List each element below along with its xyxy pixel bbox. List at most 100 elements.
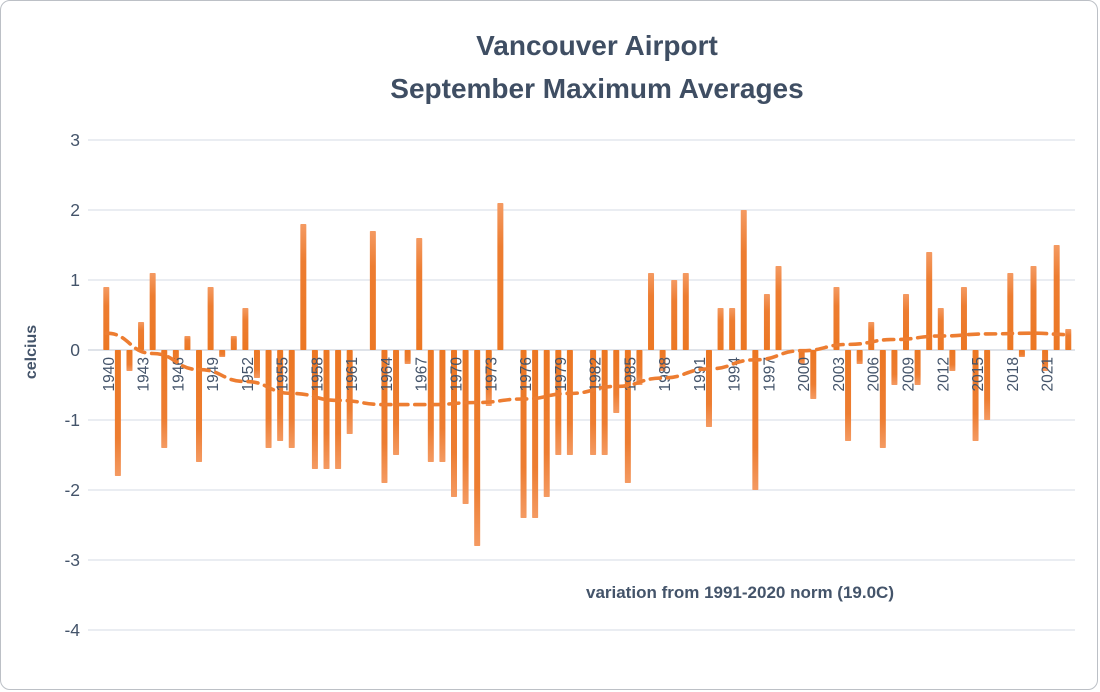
x-tick-label: 1967 xyxy=(414,357,431,391)
bar-1953 xyxy=(253,350,260,378)
bar-1955 xyxy=(277,350,284,441)
x-tick-label: 2003 xyxy=(831,357,848,391)
bar-2011 xyxy=(926,252,933,350)
chart-title-line1: Vancouver Airport xyxy=(476,30,718,61)
x-tick-label: 1949 xyxy=(205,357,222,391)
gridlines xyxy=(88,139,1075,631)
bar-1976 xyxy=(520,350,527,518)
bar-1961 xyxy=(346,350,353,434)
bar-1990 xyxy=(682,273,689,350)
bar-1948 xyxy=(196,350,203,462)
bar-2023 xyxy=(1065,329,1072,350)
bar-1982 xyxy=(590,350,597,455)
bar-2020 xyxy=(1030,266,1037,350)
bar-1986 xyxy=(636,350,643,385)
bar-2003 xyxy=(833,287,840,350)
bar-1954 xyxy=(265,350,272,448)
bar-1968 xyxy=(427,350,434,462)
x-tick-label: 2009 xyxy=(901,357,918,391)
x-tick-label: 1961 xyxy=(344,357,361,391)
x-tick-label: 2000 xyxy=(796,357,813,392)
x-tick-label: 1970 xyxy=(449,357,466,392)
bar-1998 xyxy=(775,266,782,350)
bar-1984 xyxy=(613,350,620,413)
x-tick-label: 2018 xyxy=(1005,357,1022,391)
bar-1997 xyxy=(763,294,770,350)
bar-1940 xyxy=(103,287,110,350)
bar-2016 xyxy=(984,350,991,420)
bar-1993 xyxy=(717,308,724,350)
bar-1965 xyxy=(393,350,400,455)
y-tick-label: 1 xyxy=(70,270,80,290)
bar-1978 xyxy=(543,350,550,497)
bar-2008 xyxy=(891,350,898,385)
bar-1960 xyxy=(335,350,342,469)
bar-1972 xyxy=(474,350,481,546)
bar-1942 xyxy=(126,350,133,371)
y-tick-label: -2 xyxy=(64,480,80,500)
x-tick-label: 1946 xyxy=(170,357,187,391)
bar-1970 xyxy=(451,350,457,497)
bar-2014 xyxy=(960,287,967,350)
bar-1950 xyxy=(219,350,226,357)
bar-2001 xyxy=(810,350,817,399)
bar-1964 xyxy=(381,350,388,483)
bar-2018 xyxy=(1007,273,1014,350)
bar-1951 xyxy=(230,336,237,350)
x-tick-label: 1964 xyxy=(379,357,396,392)
bar-2021 xyxy=(1042,350,1049,371)
bar-1987 xyxy=(648,273,655,350)
bar-1996 xyxy=(752,350,759,490)
footnote: variation from 1991-2020 norm (19.0C) xyxy=(585,583,894,602)
x-tick-label: 1979 xyxy=(553,357,570,391)
x-tick-label: 1973 xyxy=(483,357,500,391)
bar-2006 xyxy=(868,322,875,350)
x-tick-label: 1994 xyxy=(727,357,744,392)
y-axis-tick-labels: 3 2 1 0 -1 -2 -3 -4 xyxy=(64,130,80,640)
x-tick-label: 2021 xyxy=(1040,357,1057,391)
x-tick-label: 1982 xyxy=(588,357,605,391)
y-tick-label: -3 xyxy=(64,550,80,570)
bar-1980 xyxy=(566,350,573,455)
x-tick-label: 2006 xyxy=(866,357,883,391)
y-tick-label: 0 xyxy=(70,340,80,360)
bar-1977 xyxy=(532,350,539,518)
chart-title: Vancouver Airport September Maximum Aver… xyxy=(97,24,1097,110)
bar-2010 xyxy=(914,350,921,385)
x-tick-label: 1991 xyxy=(692,357,709,391)
bar-1974 xyxy=(497,203,504,350)
bar-2007 xyxy=(879,350,886,448)
bar-1956 xyxy=(288,350,295,448)
x-tick-label: 1958 xyxy=(309,357,326,391)
bar-1967 xyxy=(416,238,423,350)
bar-1966 xyxy=(404,350,411,364)
bar-1957 xyxy=(300,224,307,350)
bar-1945 xyxy=(161,350,168,448)
bar-2022 xyxy=(1053,245,1060,350)
bar-2009 xyxy=(903,294,910,350)
y-tick-label: 2 xyxy=(70,200,80,220)
y-tick-label: -1 xyxy=(64,410,80,430)
bar-2004 xyxy=(845,350,852,441)
bar-2019 xyxy=(1018,350,1025,357)
bar-2005 xyxy=(856,350,863,364)
bar-1949 xyxy=(207,287,214,350)
bar-2012 xyxy=(937,308,944,350)
x-tick-label: 1988 xyxy=(657,357,674,391)
x-tick-label: 1940 xyxy=(101,357,118,392)
bar-1988 xyxy=(659,350,666,371)
x-tick-label: 2015 xyxy=(970,357,987,391)
bar-1973 xyxy=(485,350,492,406)
bar-1995 xyxy=(740,210,747,350)
bar-2013 xyxy=(949,350,956,371)
y-tick-label: 3 xyxy=(70,130,80,150)
y-axis-title: celcius xyxy=(23,325,40,379)
bar-1947 xyxy=(184,336,191,350)
x-tick-label: 1952 xyxy=(240,357,257,391)
x-tick-label: 1943 xyxy=(136,357,153,391)
bar-1989 xyxy=(671,280,678,350)
bar-1983 xyxy=(601,350,608,455)
bar-1952 xyxy=(242,308,249,350)
bar-1944 xyxy=(149,273,156,350)
